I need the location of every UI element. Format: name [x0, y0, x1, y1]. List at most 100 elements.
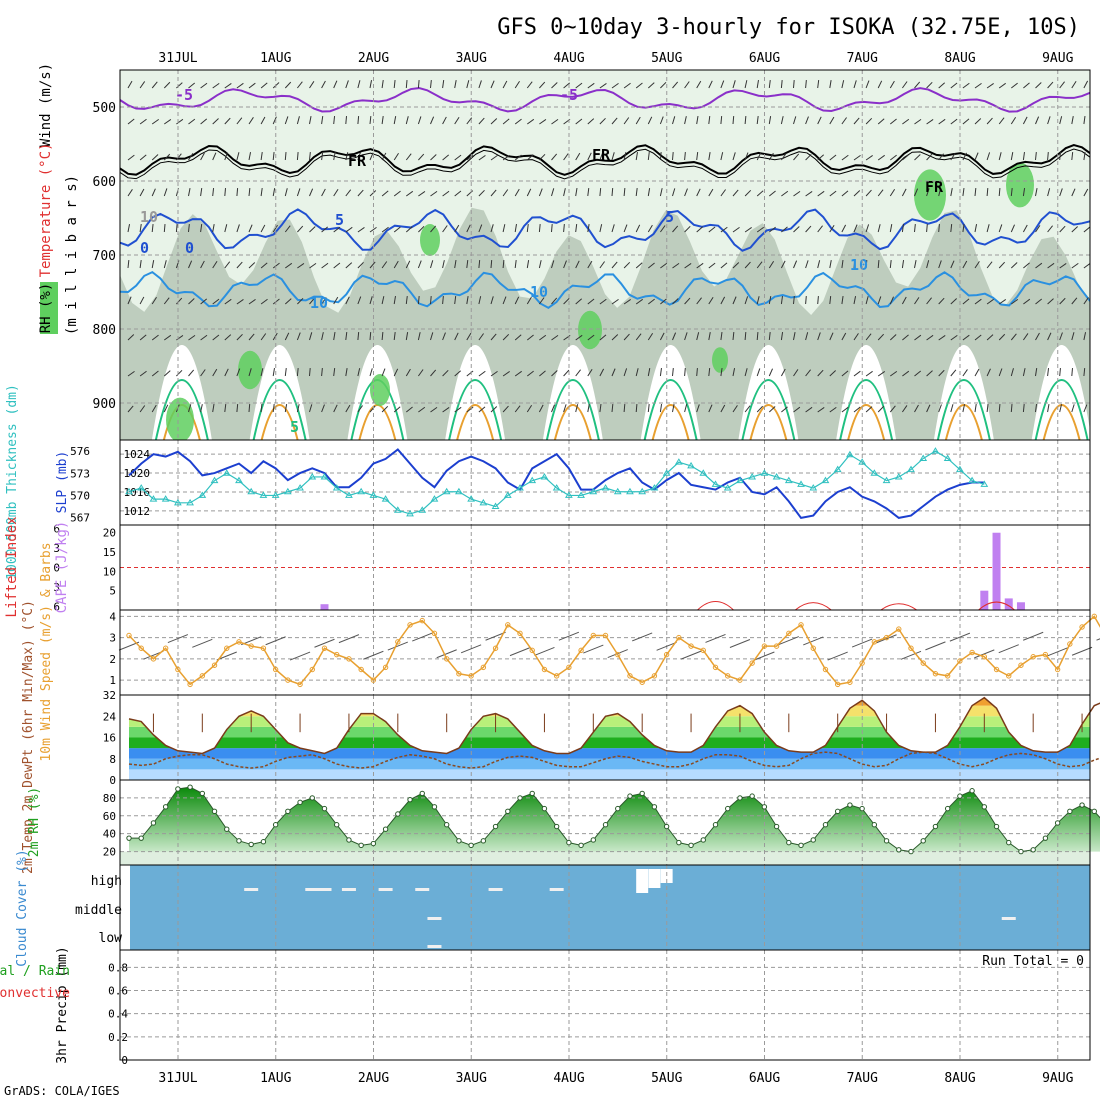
wind-barb	[430, 260, 434, 269]
wind-barb	[466, 370, 474, 377]
wind-barb	[272, 298, 280, 305]
rh-point	[382, 826, 389, 832]
wind-barb	[575, 334, 583, 341]
wind-barb	[272, 332, 278, 341]
wind-barb	[139, 405, 146, 413]
wind-barb	[853, 154, 861, 161]
wind-barb	[1035, 82, 1042, 89]
wind-barb	[164, 119, 172, 125]
wind-barb	[696, 226, 704, 233]
wind-barb	[417, 369, 424, 377]
wind-barb	[635, 152, 638, 161]
wind-barb	[454, 80, 457, 89]
wind-barb	[805, 153, 812, 161]
wind-barb	[212, 224, 215, 233]
wind-barb	[514, 118, 522, 125]
wind-barb	[732, 152, 736, 161]
wind-barb	[502, 118, 510, 125]
thickness-point	[980, 480, 989, 487]
wind-barb	[829, 332, 834, 341]
wind-barb	[466, 406, 474, 413]
wind-barb	[950, 152, 956, 161]
wind-barb	[1071, 367, 1073, 377]
wind-barb	[635, 187, 638, 197]
thickness-point	[943, 454, 952, 461]
wind-speed-point	[908, 645, 914, 651]
cloud-cell-clear	[427, 917, 442, 920]
wind-barb	[236, 152, 240, 161]
temperature-contour-15	[936, 379, 991, 440]
wind-barb	[756, 226, 764, 233]
temperature-contour-15	[545, 379, 600, 440]
wind-barb	[369, 226, 377, 233]
wind-speed-point	[211, 662, 218, 668]
wind-barb	[1071, 332, 1075, 341]
rh-point	[834, 808, 841, 815]
wind-barb	[623, 333, 630, 341]
wind-barb	[635, 333, 642, 341]
wind-barb	[901, 260, 905, 269]
thickness-point	[613, 487, 622, 495]
wind-barb	[647, 262, 655, 269]
cloud-cell-clear	[244, 888, 259, 891]
rh-point	[688, 842, 694, 849]
wind-barb	[635, 403, 638, 413]
rh-point	[187, 784, 193, 790]
wind-barb	[393, 296, 396, 305]
wind-barb	[151, 404, 157, 413]
wind-barb	[236, 187, 239, 197]
thickness-point	[296, 484, 304, 491]
wind-barb	[163, 370, 171, 377]
wind-barb	[599, 152, 604, 161]
wind-barb	[369, 190, 377, 197]
cape-tick-label: 20	[103, 527, 116, 540]
thickness-point	[418, 506, 427, 513]
wind-barb	[865, 259, 868, 269]
cape-bar	[1016, 602, 1025, 610]
wind-barb	[248, 117, 254, 125]
wind-barb	[321, 262, 329, 269]
wind-barb	[381, 152, 387, 161]
rh-point	[773, 823, 780, 830]
contour-label: 10	[310, 294, 328, 312]
wind-barb	[902, 118, 910, 125]
wind-barb	[381, 190, 389, 197]
wind-barb	[744, 152, 749, 161]
wind-barb	[538, 223, 541, 233]
rh-point	[847, 802, 853, 808]
wind-barb	[793, 116, 797, 125]
wind-barb	[563, 369, 570, 377]
wind-barb	[296, 367, 299, 377]
rh-axis-label: RH (%)	[38, 283, 54, 334]
wind-barb	[466, 190, 474, 197]
wind-barb	[357, 226, 365, 233]
wind-barb	[938, 404, 942, 413]
wind-barb	[1071, 188, 1076, 197]
wind-barb	[829, 154, 837, 161]
wind-barb	[793, 79, 795, 89]
wind-barb	[647, 82, 655, 89]
rh-point	[370, 840, 377, 847]
wind-barb	[405, 406, 413, 413]
wind-barb	[877, 259, 880, 269]
wind-barb	[502, 189, 509, 197]
wind-barb	[418, 153, 425, 161]
wind-barb	[889, 296, 894, 305]
wind-barb	[357, 261, 364, 269]
freezing-level-contour	[120, 144, 1090, 176]
rh-point	[676, 839, 682, 846]
bottom-date-label: 1AUG	[260, 1071, 291, 1086]
wind-barb	[333, 80, 338, 89]
wind-speed-point	[822, 666, 829, 673]
wind-barb	[454, 224, 460, 233]
wind-barb	[309, 332, 313, 341]
wind-barb	[793, 190, 801, 197]
wind-speed-point	[346, 656, 352, 662]
rh-2m-axis-label: 2m RH (%)	[27, 787, 42, 857]
wind-barb	[212, 187, 215, 197]
contour-label: -5	[175, 86, 193, 104]
wind-barb	[224, 83, 232, 89]
wind-barb	[502, 370, 510, 377]
wind-barb	[696, 80, 702, 89]
wind-barb	[672, 298, 679, 305]
